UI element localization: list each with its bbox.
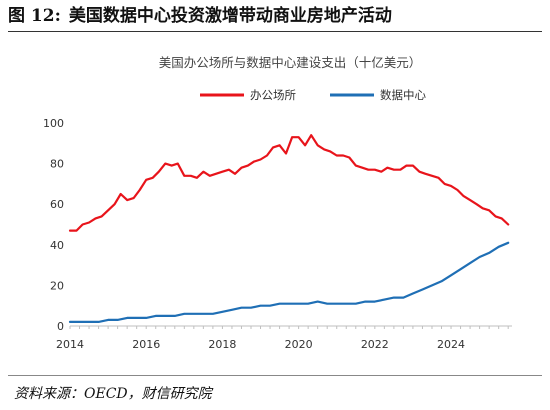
x-tick-label: 2024 bbox=[437, 338, 465, 351]
y-tick-label: 0 bbox=[57, 320, 64, 333]
line-chart: 美国办公场所与数据中心建设支出（十亿美元） 办公场所 数据中心 0 20 40 60 80… bbox=[43, 55, 512, 351]
bottom-rule bbox=[8, 375, 542, 376]
figure-title-text: 美国数据中心投资激增带动商业房地产活动 bbox=[68, 6, 392, 26]
x-tick-label: 2022 bbox=[361, 338, 389, 351]
source-note: 资料来源：OECD，财信研究院 bbox=[14, 386, 212, 402]
x-tick-label: 2014 bbox=[56, 338, 84, 351]
y-tick-label: 100 bbox=[43, 117, 64, 130]
series-line-1 bbox=[68, 134, 510, 232]
x-tick-label: 2016 bbox=[132, 338, 160, 351]
legend-label: 办公场所 bbox=[250, 88, 296, 102]
y-tick-label: 40 bbox=[50, 239, 64, 252]
chart-series bbox=[68, 134, 510, 323]
chart-title: 美国办公场所与数据中心建设支出（十亿美元） bbox=[159, 55, 422, 70]
chart-legend: 办公场所 数据中心 bbox=[200, 88, 426, 102]
y-tick-label: 80 bbox=[50, 158, 64, 171]
x-tick-label: 2020 bbox=[285, 338, 313, 351]
top-rule bbox=[8, 31, 542, 32]
legend-label: 数据中心 bbox=[380, 88, 426, 102]
y-tick-label: 20 bbox=[50, 279, 64, 292]
chart-axes: 0 20 40 60 80 100 2014 2016 2018 2020 2022 2024 bbox=[43, 117, 512, 351]
figure-number: 图 12: bbox=[8, 6, 61, 26]
x-tick-label: 2018 bbox=[208, 338, 236, 351]
series-line-2 bbox=[68, 241, 510, 323]
figure-title: 图 12: 美国数据中心投资激增带动商业房地产活动 bbox=[8, 3, 392, 29]
y-tick-label: 60 bbox=[50, 198, 64, 211]
